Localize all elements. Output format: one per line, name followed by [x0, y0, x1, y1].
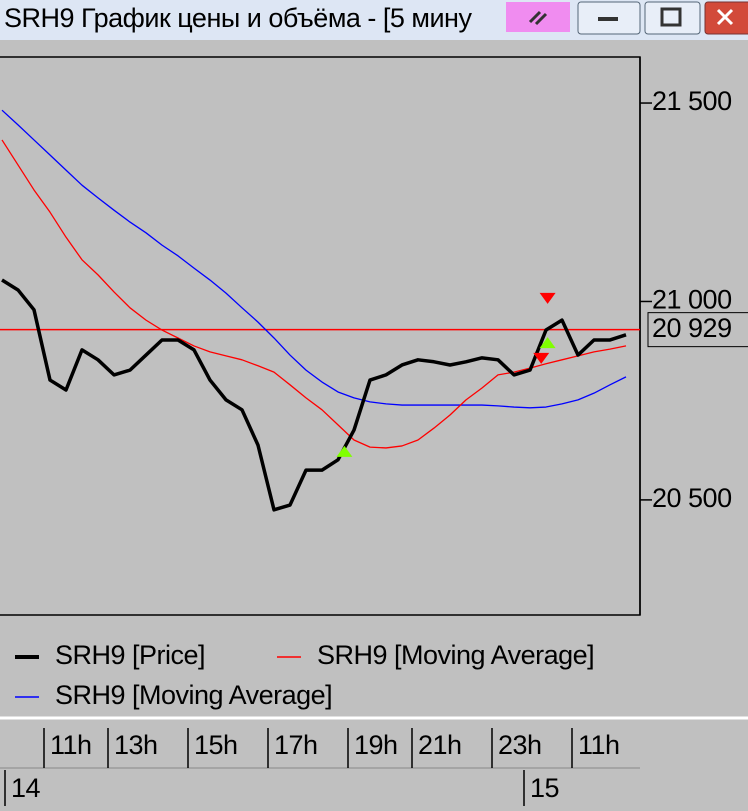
price-line — [1, 278, 627, 512]
x-tick-label: 19h — [354, 730, 398, 760]
x-tick-label: 23h — [498, 730, 542, 760]
y-tick-label: 20 500 — [652, 483, 732, 513]
legend-label: SRH9 [Moving Average] — [317, 640, 594, 670]
maximize-button[interactable] — [644, 1, 701, 35]
legend-label: SRH9 [Moving Average] — [55, 680, 332, 710]
x-tick-label: 11h — [50, 730, 92, 760]
trade-marker — [336, 445, 353, 457]
minimize-icon — [598, 17, 618, 21]
trade-marker — [533, 352, 550, 364]
moving-average-line — [1, 109, 627, 409]
plot-area — [0, 56, 641, 616]
x-tick-label: 13h — [114, 730, 158, 760]
x-tick-label: 21h — [418, 730, 462, 760]
maximize-icon — [660, 7, 682, 27]
window-title: SRH9 График цены и объёма - [5 мину — [4, 3, 472, 33]
link-icon — [528, 10, 548, 26]
x-tick-label: 15h — [194, 730, 238, 760]
last-price-label: 20 929 — [652, 313, 732, 343]
y-tick-label: 21 000 — [652, 285, 732, 315]
date-label: 15 — [530, 773, 559, 803]
trade-marker — [539, 292, 556, 304]
close-icon — [716, 8, 734, 26]
y-tick-label: 21 500 — [652, 86, 732, 116]
link-button[interactable] — [506, 2, 570, 32]
date-label: 14 — [11, 773, 41, 803]
trade-marker — [539, 337, 556, 349]
x-tick-label: 11h — [578, 730, 620, 760]
legend-label: SRH9 [Price] — [55, 640, 205, 670]
moving-average-line — [1, 139, 627, 449]
x-tick-label: 17h — [274, 730, 318, 760]
last-price-tag — [647, 312, 748, 348]
